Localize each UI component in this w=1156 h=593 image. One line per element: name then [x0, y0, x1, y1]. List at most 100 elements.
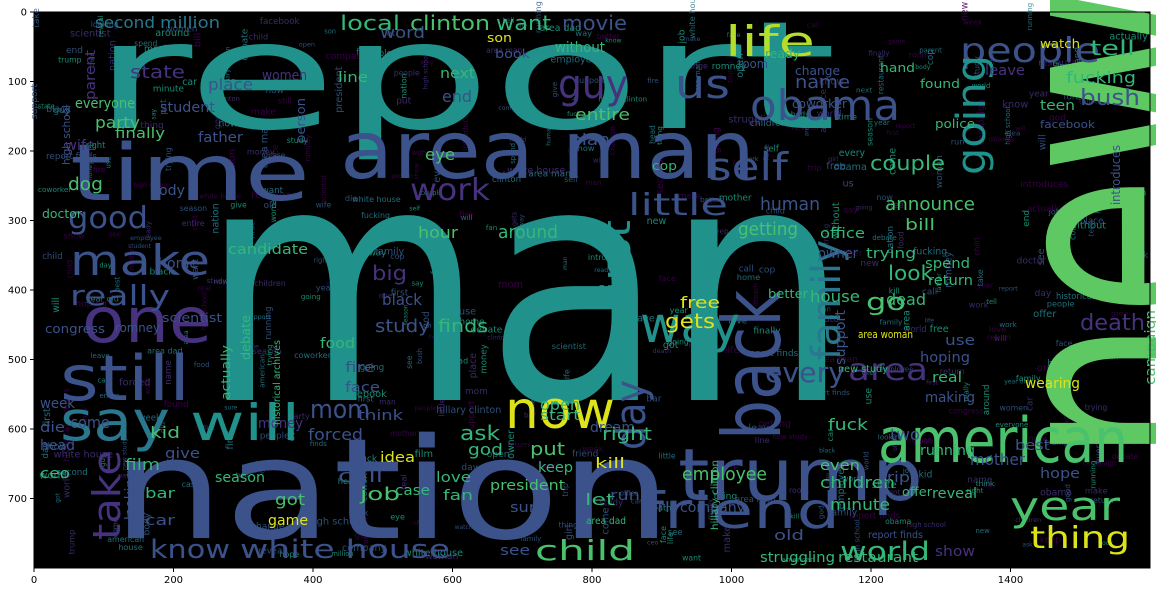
word-free: free [680, 293, 720, 312]
noise-word: week [582, 445, 603, 454]
noise-word: forced [119, 378, 151, 389]
noise-word: food [194, 360, 210, 369]
word-kill: kill [595, 456, 625, 472]
noise-word: high school [422, 54, 429, 89]
noise-word: introduces [1020, 179, 1069, 190]
word-american: american [878, 404, 1128, 477]
noise-word: looking [878, 433, 904, 442]
word-dead: dead [886, 290, 926, 309]
noise-word: employee [130, 234, 162, 242]
noise-word: coworker [38, 185, 71, 194]
noise-word: fan [733, 159, 745, 168]
noise-word: life [725, 345, 740, 356]
word-still: still [60, 342, 190, 415]
noise-word: head [648, 125, 657, 144]
word-bill: bill [905, 215, 935, 234]
word-employee: employee [682, 464, 767, 485]
noise-word: right [313, 257, 329, 265]
word-report: report [92, 0, 837, 164]
noise-word: face [659, 273, 676, 283]
noise-word: congress [1069, 204, 1078, 240]
noise-word: area man [486, 46, 522, 55]
noise-word: spend [134, 39, 157, 48]
noise-word: family [375, 246, 405, 257]
word-two: two [890, 425, 920, 444]
noise-word: will [51, 297, 62, 312]
noise-word: romney [303, 135, 312, 162]
noise-word: make [722, 525, 733, 552]
noise-word: actually [1027, 205, 1061, 215]
noise-word: report [896, 122, 916, 130]
word-found: found [920, 77, 960, 91]
word-world: world [840, 537, 930, 567]
noise-word: think [976, 479, 995, 488]
noise-word: gets [614, 374, 622, 388]
word-every: every [765, 356, 845, 389]
noise-word: will [1015, 126, 1026, 133]
noise-word: return [940, 366, 965, 376]
noise-word: girl [564, 525, 575, 540]
noise-word: free [126, 509, 145, 520]
word-line: line [338, 70, 368, 86]
word-hope: hope [1040, 466, 1080, 482]
noise-word: local [817, 348, 826, 366]
y-tick-label: 100 [8, 77, 27, 88]
word-trump: trump [678, 433, 923, 517]
noise-word: room [789, 486, 809, 495]
noise-word: child [88, 52, 96, 67]
noise-word: car [631, 498, 642, 506]
word-dream: dream [590, 420, 635, 436]
noise-word: historical archives [61, 388, 71, 461]
noise-word: first [42, 408, 53, 427]
noise-word: american [107, 535, 144, 544]
noise-word: campaign [899, 437, 932, 445]
word-finds: finds [438, 316, 488, 337]
noise-word: place [1080, 217, 1104, 227]
word-company: company [680, 500, 745, 516]
noise-word: right [967, 486, 984, 495]
noise-word: word [144, 378, 152, 394]
noise-word: car [98, 377, 109, 385]
noise-word: trump [246, 468, 265, 475]
noise-word: mom [465, 387, 488, 397]
noise-word: around [155, 28, 189, 39]
noise-word: open [735, 53, 746, 78]
noise-word: really [961, 382, 970, 402]
noise-word: minute [153, 85, 184, 95]
noise-word: gets [511, 211, 519, 226]
noise-word: god [816, 505, 825, 519]
word-week: week [40, 396, 76, 412]
noise-word: getting [331, 337, 353, 344]
word-area-woman: area woman [858, 328, 913, 341]
noise-word: say [150, 109, 157, 120]
noise-word: time [838, 112, 857, 122]
noise-word: company [325, 51, 368, 62]
noise-word: congress [949, 407, 984, 416]
noise-word: area man [815, 355, 858, 365]
noise-word: trip [808, 163, 822, 173]
word-show: show [935, 544, 975, 560]
noise-word: world [62, 473, 73, 498]
noise-word: white house [54, 449, 113, 460]
word-year-old: year old [1149, 305, 1156, 485]
word-big: big [372, 261, 407, 285]
word-report-finds: report finds [868, 530, 923, 541]
noise-word: name [164, 360, 174, 385]
noise-word: even [287, 420, 297, 441]
word-trying: trying [866, 246, 916, 262]
word-bush: bush [1080, 86, 1140, 111]
word-historical-archives: historical archives [272, 340, 283, 425]
noise-word: first [358, 394, 375, 404]
noise-word: trying [265, 344, 274, 365]
noise-word: trump [58, 56, 82, 65]
noise-word: reveal [258, 547, 285, 557]
word-candidate: candidate [228, 242, 308, 258]
noise-word: end [1022, 210, 1032, 227]
noise-word: face [762, 144, 771, 161]
noise-word: case [268, 151, 285, 160]
word-owner: owner [818, 246, 858, 262]
x-axis: 0 200 400 600 800 1000 1200 1400 [31, 568, 1023, 586]
word-money: money [258, 416, 303, 432]
noise-word: going [668, 338, 689, 347]
